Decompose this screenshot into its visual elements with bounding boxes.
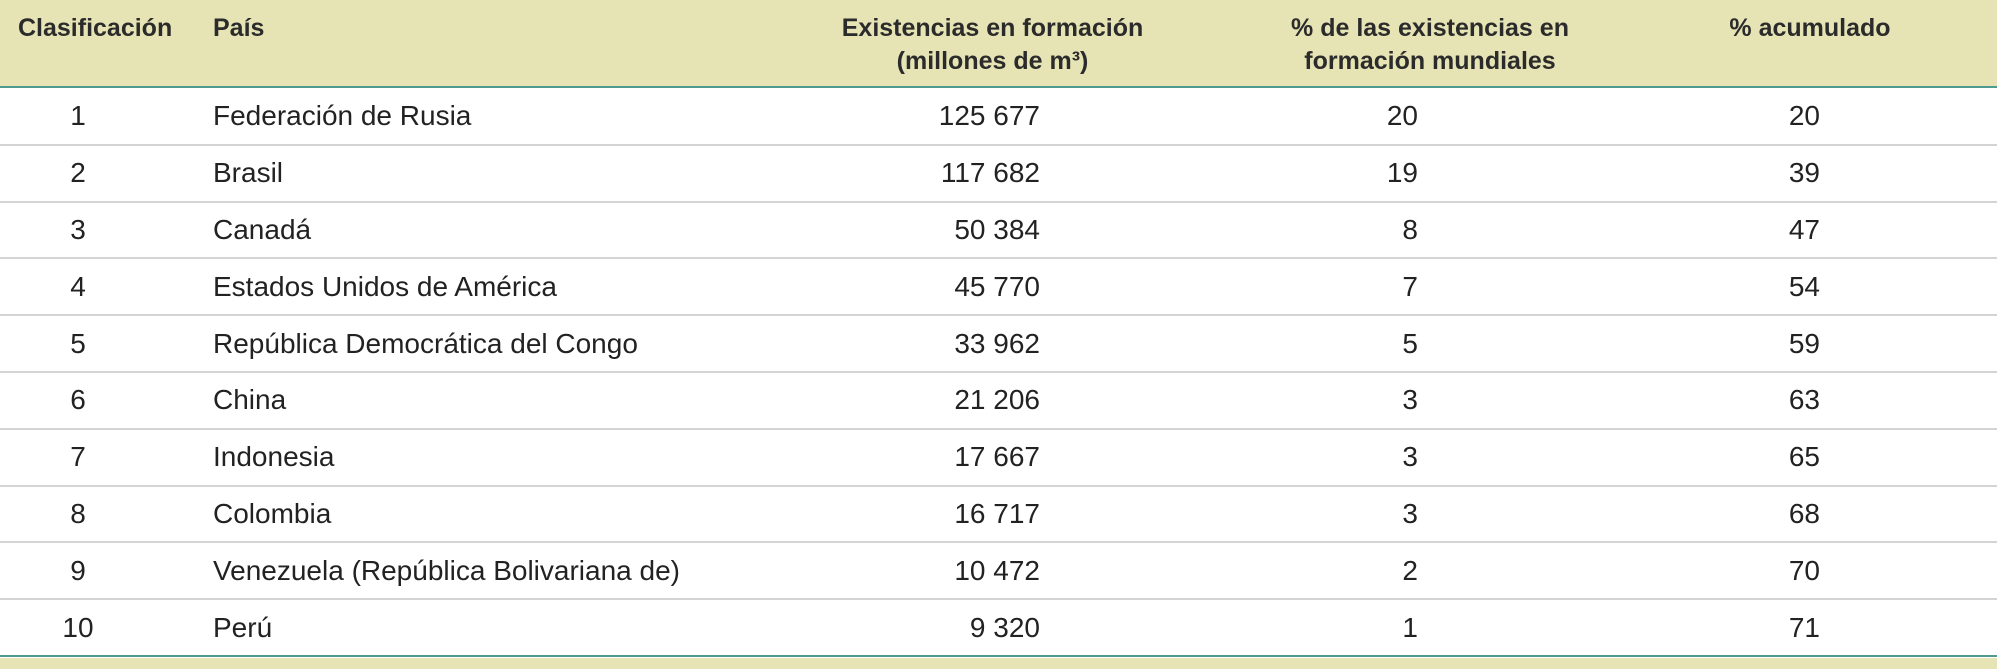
world-share-cell: 8 bbox=[1402, 213, 1418, 245]
rank-cell: 10 bbox=[62, 611, 94, 643]
world-share-cell: 19 bbox=[1386, 157, 1418, 189]
header-growing-stock-line1: Existencias en formación bbox=[841, 14, 1144, 42]
table-row: 9 Venezuela (República Bolivariana de) 1… bbox=[0, 543, 1997, 601]
country-cell: China bbox=[213, 384, 287, 416]
country-cell: República Democrática del Congo bbox=[213, 327, 638, 359]
rank-cell: 3 bbox=[70, 213, 86, 245]
country-cell: Indonesia bbox=[213, 441, 335, 473]
header-cumulative: % acumulado bbox=[1660, 12, 1960, 45]
growing-stock-cell: 125 677 bbox=[938, 100, 1040, 132]
header-rank-label: Clasificación bbox=[18, 14, 173, 42]
table-row: 4 Estados Unidos de América 45 770 7 54 bbox=[0, 259, 1997, 317]
world-share-cell: 3 bbox=[1402, 497, 1418, 529]
growing-stock-cell: 45 770 bbox=[954, 270, 1040, 302]
table-header: Clasificación País Existencias en formac… bbox=[0, 0, 1997, 88]
world-share-cell: 7 bbox=[1402, 270, 1418, 302]
table-row: 2 Brasil 117 682 19 39 bbox=[0, 146, 1997, 203]
rank-cell: 4 bbox=[70, 270, 86, 302]
table-row: 8 Colombia 16 717 3 68 bbox=[0, 487, 1997, 544]
table-row: 6 China 21 206 3 63 bbox=[0, 373, 1997, 430]
rank-cell: 8 bbox=[70, 497, 86, 529]
table-row: 10 Perú 9 320 1 71 bbox=[0, 600, 1997, 657]
growing-stock-cell: 33 962 bbox=[954, 327, 1040, 359]
growing-stock-cell: 16 717 bbox=[954, 497, 1040, 529]
header-rank: Clasificación bbox=[18, 12, 172, 45]
growing-stock-cell: 9 320 bbox=[969, 611, 1040, 643]
growing-stock-cell: 117 682 bbox=[940, 157, 1040, 189]
rank-cell: 7 bbox=[70, 441, 86, 473]
cumulative-cell: 71 bbox=[1788, 611, 1820, 643]
cumulative-cell: 70 bbox=[1788, 554, 1820, 586]
world-share-cell: 3 bbox=[1402, 384, 1418, 416]
header-country-label: País bbox=[213, 14, 265, 42]
country-cell: Venezuela (República Bolivariana de) bbox=[213, 554, 680, 586]
cumulative-cell: 59 bbox=[1788, 327, 1820, 359]
header-growing-stock: Existencias en formación (millones de m³… bbox=[820, 12, 1165, 78]
world-share-cell: 1 bbox=[1402, 611, 1418, 643]
cumulative-cell: 68 bbox=[1788, 497, 1820, 529]
world-share-cell: 5 bbox=[1402, 327, 1418, 359]
header-cumulative-label: % acumulado bbox=[1729, 14, 1891, 42]
cumulative-cell: 65 bbox=[1788, 441, 1820, 473]
world-share-cell: 20 bbox=[1386, 100, 1418, 132]
rank-cell: 6 bbox=[70, 384, 86, 416]
country-cell: Perú bbox=[213, 611, 273, 643]
country-cell: Colombia bbox=[213, 497, 332, 529]
cumulative-cell: 47 bbox=[1788, 213, 1820, 245]
country-cell: Brasil bbox=[213, 157, 284, 189]
header-country: País bbox=[213, 12, 264, 45]
header-world-share: % de las existencias en formación mundia… bbox=[1215, 12, 1645, 78]
country-cell: Federación de Rusia bbox=[213, 100, 472, 132]
growing-stock-cell: 10 472 bbox=[954, 554, 1040, 586]
table-footer-band bbox=[0, 658, 1997, 669]
header-growing-stock-line2: (millones de m³) bbox=[896, 47, 1089, 75]
table-row: 1 Federación de Rusia 125 677 20 20 bbox=[0, 89, 1997, 146]
table-row: 5 República Democrática del Congo 33 962… bbox=[0, 316, 1997, 373]
rank-cell: 2 bbox=[70, 157, 86, 189]
rank-cell: 9 bbox=[70, 554, 86, 586]
country-cell: Canadá bbox=[213, 213, 312, 245]
table-row: 7 Indonesia 17 667 3 65 bbox=[0, 430, 1997, 487]
growing-stock-cell: 21 206 bbox=[954, 384, 1040, 416]
cumulative-cell: 39 bbox=[1788, 157, 1820, 189]
rank-cell: 5 bbox=[70, 327, 86, 359]
world-share-cell: 2 bbox=[1402, 554, 1418, 586]
table-row: 3 Canadá 50 384 8 47 bbox=[0, 203, 1997, 260]
cumulative-cell: 63 bbox=[1788, 384, 1820, 416]
cumulative-cell: 20 bbox=[1788, 100, 1820, 132]
country-cell: Estados Unidos de América bbox=[213, 270, 557, 302]
table-body: 1 Federación de Rusia 125 677 20 20 2 Br… bbox=[0, 89, 1997, 657]
cumulative-cell: 54 bbox=[1788, 270, 1820, 302]
world-share-cell: 3 bbox=[1402, 441, 1418, 473]
growing-stock-cell: 17 667 bbox=[954, 441, 1040, 473]
growing-stock-cell: 50 384 bbox=[954, 213, 1040, 245]
header-world-share-line2: formación mundiales bbox=[1304, 47, 1556, 75]
header-world-share-line1: % de las existencias en bbox=[1291, 14, 1569, 42]
rank-cell: 1 bbox=[70, 100, 86, 132]
